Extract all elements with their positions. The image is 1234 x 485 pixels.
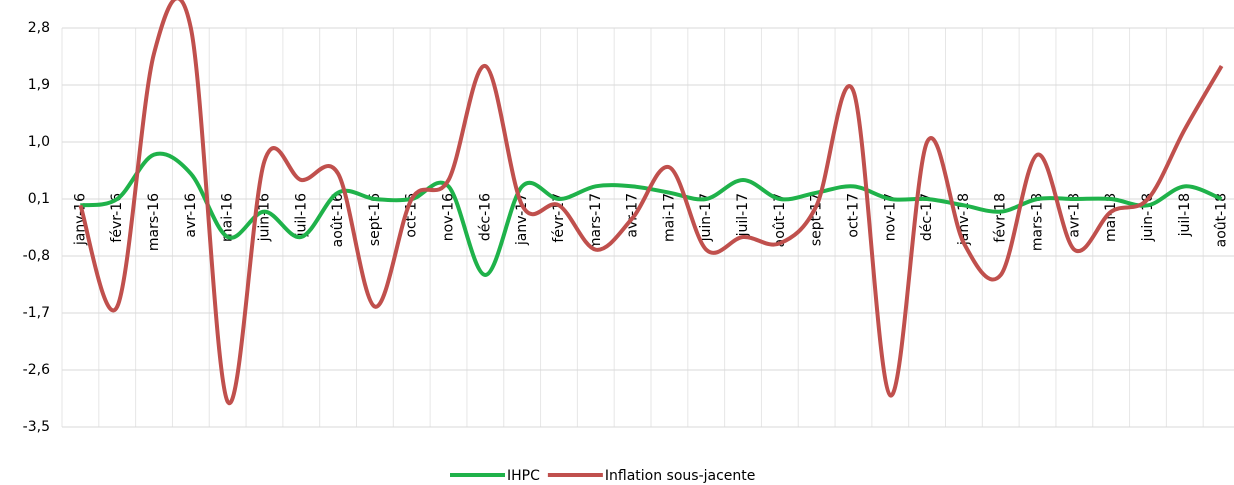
x-tick-label: août-18 xyxy=(1214,193,1230,247)
x-tick-label: août-16 xyxy=(330,193,346,247)
y-tick-label: -3,5 xyxy=(23,419,50,435)
x-tick-label: févr-16 xyxy=(109,193,125,243)
x-tick-label: juil-16 xyxy=(293,193,309,238)
x-tick-label: juil-17 xyxy=(735,193,751,237)
x-tick-label: févr-18 xyxy=(993,193,1009,243)
y-tick-label: -2,6 xyxy=(23,362,50,378)
x-tick-label: nov-17 xyxy=(882,193,898,241)
legend-label: IHPC xyxy=(507,468,540,484)
x-tick-label: juin-16 xyxy=(256,193,272,242)
x-tick-label: mai-18 xyxy=(1103,193,1119,242)
x-tick-label: mai-16 xyxy=(220,193,236,242)
x-tick-label: mai-17 xyxy=(661,193,677,242)
x-tick-label: sept-16 xyxy=(367,193,383,246)
x-tick-label: nov-16 xyxy=(441,193,457,241)
x-tick-label: mars-16 xyxy=(146,193,162,251)
x-tick-label: avr-18 xyxy=(1066,193,1082,238)
x-tick-label: juil-18 xyxy=(1177,193,1193,237)
series-line xyxy=(78,0,1224,406)
x-tick-label: juin-17 xyxy=(698,193,714,242)
y-tick-label: -0,8 xyxy=(23,248,50,264)
x-tick-label: mars-18 xyxy=(1030,193,1046,251)
x-tick-label: déc-16 xyxy=(477,193,493,241)
y-tick-label: 2,8 xyxy=(28,20,50,36)
x-tick-label: août-17 xyxy=(772,193,788,247)
y-tick-label: 0,1 xyxy=(28,191,50,207)
legend-label: Inflation sous-jacente xyxy=(605,468,756,484)
x-tick-label: déc-17 xyxy=(919,193,935,241)
x-tick-label: avr-16 xyxy=(183,193,199,238)
y-tick-label: -1,7 xyxy=(23,305,50,321)
series-line xyxy=(80,151,1223,277)
x-tick-label: mars-17 xyxy=(588,193,604,251)
y-tick-label: 1,9 xyxy=(28,77,50,93)
x-tick-label: sept-17 xyxy=(809,193,825,246)
x-tick-label: oct-17 xyxy=(845,193,861,238)
y-tick-label: 1,0 xyxy=(28,134,50,150)
x-tick-label: janv-18 xyxy=(956,193,972,246)
x-tick-label: janv-17 xyxy=(514,193,530,246)
